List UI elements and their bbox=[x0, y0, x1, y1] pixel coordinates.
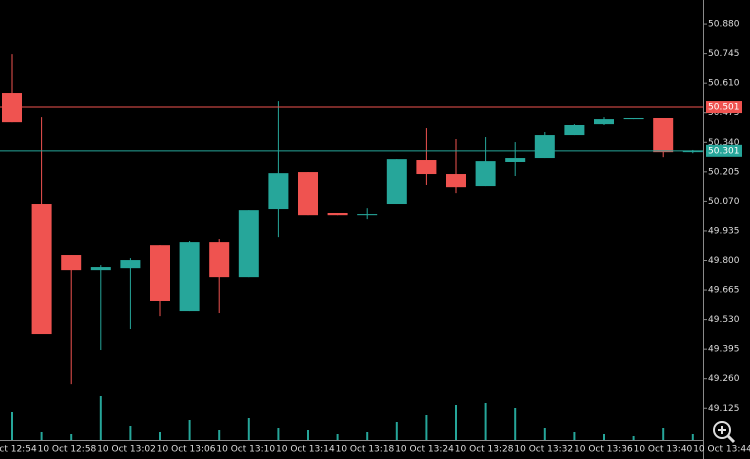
price-label-box bbox=[706, 144, 742, 157]
candle-body bbox=[446, 174, 466, 188]
y-tick-label: 49.125 bbox=[708, 404, 740, 414]
candle-body bbox=[416, 160, 437, 175]
zoom-lens bbox=[713, 421, 731, 439]
candle-body bbox=[327, 212, 348, 216]
x-tick-label: 10 Oct 12:58 bbox=[38, 445, 97, 455]
y-tick-label: 50.205 bbox=[708, 167, 740, 177]
x-tick-label: 10 Oct 13:14 bbox=[276, 445, 335, 455]
candle-body bbox=[386, 159, 407, 205]
x-tick-label: 10 Oct 13:28 bbox=[455, 445, 514, 455]
y-tick-label: 49.260 bbox=[708, 374, 740, 384]
candle-body bbox=[623, 117, 644, 120]
x-tick-label: 10 Oct 13:18 bbox=[336, 445, 395, 455]
candle-body bbox=[150, 245, 170, 301]
candle-body bbox=[2, 93, 22, 123]
candle-body bbox=[120, 260, 141, 269]
candle-body bbox=[534, 135, 555, 159]
candle-body bbox=[209, 242, 230, 278]
x-tick-label: 10 Oct 13:02 bbox=[97, 445, 156, 455]
candle-body bbox=[653, 117, 674, 153]
y-tick-label: 50.070 bbox=[708, 197, 740, 207]
x-tick-label: 10 Oct 13:40 bbox=[634, 445, 693, 455]
y-tick-label: 50.610 bbox=[708, 79, 740, 89]
candle-body bbox=[238, 210, 259, 278]
y-tick-label: 50.475 bbox=[708, 108, 740, 118]
x-tick-label: 10 Oct 13:10 bbox=[216, 445, 275, 455]
y-tick-label: 49.935 bbox=[708, 226, 740, 236]
candle-body bbox=[268, 173, 289, 210]
x-tick-label: 10 Oct 13:32 bbox=[514, 445, 573, 455]
candle-body bbox=[298, 172, 318, 216]
zoom-handle bbox=[726, 434, 736, 444]
y-tick-label: 49.800 bbox=[708, 256, 740, 266]
candle-body bbox=[564, 124, 585, 136]
y-tick-label: 50.745 bbox=[708, 49, 740, 59]
candle-body bbox=[31, 204, 52, 335]
zoom-icon[interactable] bbox=[713, 421, 736, 444]
candle-body bbox=[61, 255, 82, 271]
x-tick-label: 10 Oct 13:36 bbox=[574, 445, 633, 455]
candle-body bbox=[505, 158, 526, 162]
candle-body bbox=[594, 119, 614, 125]
y-tick-label: 49.665 bbox=[708, 286, 740, 296]
x-tick-label: 10 Oct 12:54 bbox=[0, 445, 37, 455]
x-tick-label: 10 Oct 13:24 bbox=[395, 445, 454, 455]
price-label-box bbox=[706, 101, 742, 114]
candle-body bbox=[475, 161, 496, 187]
price-label: 50.501 bbox=[708, 103, 740, 113]
candle-body bbox=[357, 214, 378, 216]
x-tick-label: 10 Oct 13:44 bbox=[693, 445, 750, 455]
candle-body bbox=[682, 151, 703, 153]
price-label: 50.301 bbox=[708, 146, 740, 156]
y-tick-label: 49.530 bbox=[708, 315, 740, 325]
candle-body bbox=[179, 242, 200, 312]
y-tick-label: 50.340 bbox=[708, 138, 740, 148]
x-tick-label: 10 Oct 13:06 bbox=[157, 445, 216, 455]
y-tick-label: 50.880 bbox=[708, 20, 740, 30]
candle-body bbox=[90, 267, 111, 271]
y-tick-label: 49.395 bbox=[708, 345, 740, 355]
